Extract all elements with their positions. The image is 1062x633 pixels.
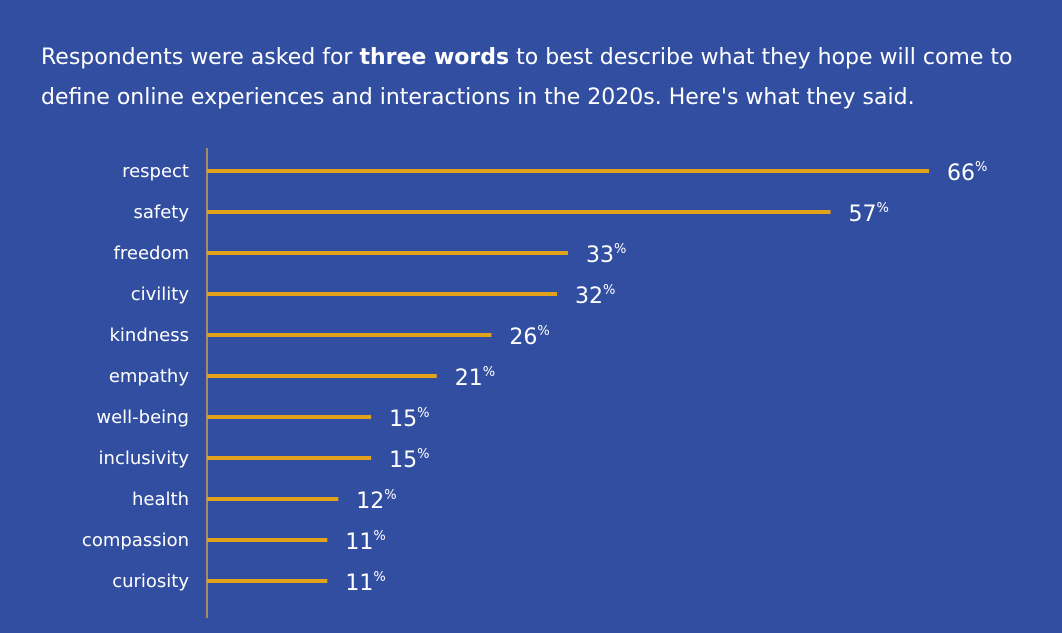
category-label: health [132, 489, 189, 510]
category-label: kindness [110, 325, 190, 346]
category-label: safety [133, 202, 189, 223]
value-label: 26% [509, 324, 549, 350]
category-label: civility [131, 284, 190, 305]
category-label: compassion [82, 530, 189, 551]
bar [207, 579, 328, 583]
value-label: 66% [947, 160, 987, 186]
category-label: empathy [109, 366, 190, 387]
value-label: 32% [575, 283, 615, 309]
category-label: well-being [96, 407, 189, 428]
value-label: 15% [389, 447, 429, 473]
bar [207, 374, 437, 378]
category-label: inclusivity [99, 448, 190, 469]
value-label: 12% [356, 488, 396, 514]
category-label: respect [122, 161, 189, 182]
intro-text-bold: three words [359, 45, 510, 70]
bar [207, 497, 339, 501]
bars-group: respect 66% safety 57% freedom 33% civility 32%… [82, 160, 987, 596]
bar [207, 333, 492, 337]
bar [207, 415, 372, 419]
value-label: 11% [345, 570, 385, 596]
intro-text: Respondents were asked for three words t… [41, 38, 1031, 118]
intro-text-end: to best describe what they hope will com… [41, 45, 1013, 110]
category-label: curiosity [112, 571, 189, 592]
bar [207, 538, 328, 542]
bar [207, 169, 929, 173]
value-label: 21% [455, 365, 495, 391]
category-label: freedom [114, 243, 189, 264]
value-label: 11% [345, 529, 385, 555]
bar [207, 456, 372, 460]
bar [207, 292, 558, 296]
bar [207, 251, 568, 255]
value-label: 33% [586, 242, 626, 268]
value-label: 15% [389, 406, 429, 432]
bar [207, 210, 831, 214]
value-label: 57% [849, 201, 889, 227]
intro-text-start: Respondents were asked for [41, 45, 360, 70]
